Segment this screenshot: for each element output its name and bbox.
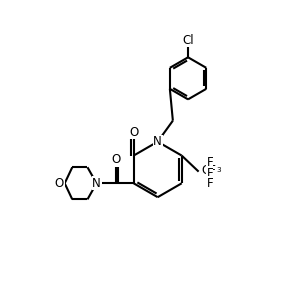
Text: $_3$: $_3$ bbox=[216, 165, 222, 175]
Text: N: N bbox=[153, 135, 162, 148]
Text: O: O bbox=[55, 177, 64, 190]
Text: N: N bbox=[92, 177, 101, 190]
Text: F: F bbox=[206, 177, 213, 190]
Text: F: F bbox=[206, 156, 213, 169]
Text: CF: CF bbox=[201, 164, 216, 177]
Text: O: O bbox=[129, 126, 138, 139]
Text: Cl: Cl bbox=[182, 34, 194, 47]
Text: O: O bbox=[111, 153, 120, 167]
Text: F: F bbox=[206, 167, 213, 180]
